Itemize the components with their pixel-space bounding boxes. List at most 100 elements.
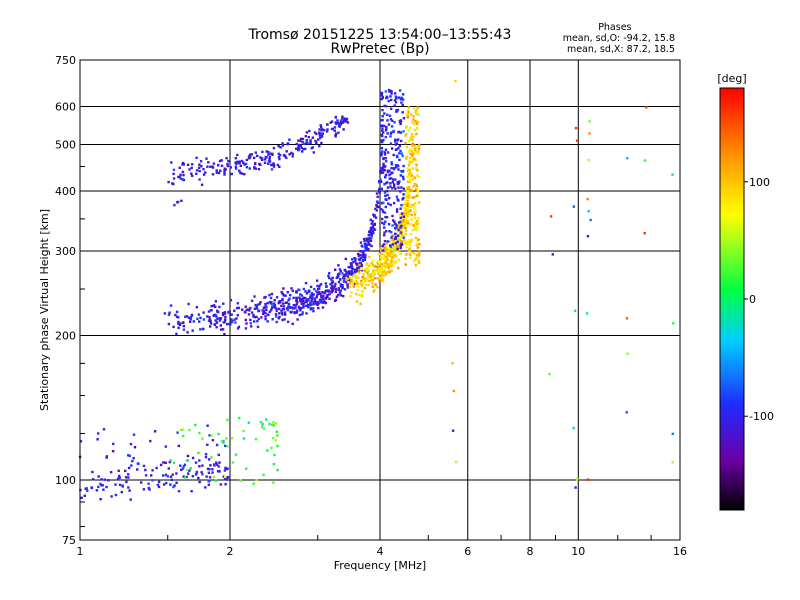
data-point <box>264 317 267 321</box>
data-point <box>384 182 388 185</box>
data-point <box>297 139 300 142</box>
data-point <box>202 318 206 321</box>
data-point <box>144 468 147 472</box>
data-point <box>381 209 385 212</box>
data-point <box>271 318 274 321</box>
data-point <box>358 262 361 265</box>
data-point <box>236 327 240 330</box>
data-point <box>390 260 393 264</box>
data-point <box>322 298 325 301</box>
data-point <box>274 422 277 425</box>
data-point <box>384 220 387 223</box>
data-point <box>386 193 389 197</box>
data-point <box>386 240 389 243</box>
data-point <box>333 129 336 132</box>
data-point <box>387 202 390 205</box>
data-point <box>124 469 127 473</box>
data-point <box>401 154 404 158</box>
data-point <box>417 259 421 262</box>
data-point <box>398 213 402 217</box>
data-point <box>287 299 290 302</box>
data-point <box>182 163 185 166</box>
data-point <box>205 475 208 478</box>
data-point <box>379 170 382 173</box>
data-point <box>364 277 367 280</box>
data-point <box>315 132 318 136</box>
data-point <box>411 154 414 157</box>
data-point <box>208 434 211 437</box>
data-point <box>254 151 257 154</box>
data-point <box>389 185 392 188</box>
data-point <box>302 306 305 309</box>
data-point <box>393 245 396 249</box>
data-point <box>310 291 313 295</box>
data-point <box>198 178 201 181</box>
stats-o-mode: mean, sd,O: -94.2, 15.8 <box>562 33 675 44</box>
data-point <box>282 305 286 308</box>
data-point <box>102 488 105 491</box>
data-point <box>405 252 409 256</box>
data-point <box>382 210 385 214</box>
data-point <box>393 253 396 256</box>
data-point <box>380 266 383 269</box>
data-point <box>299 309 302 312</box>
data-point <box>390 247 394 250</box>
data-point <box>387 169 390 172</box>
data-point <box>305 312 308 315</box>
data-point <box>626 352 629 355</box>
data-point <box>172 177 176 180</box>
data-point <box>368 255 371 259</box>
data-point <box>235 306 239 310</box>
data-point <box>363 239 366 243</box>
data-point <box>365 248 368 252</box>
data-point <box>414 221 417 225</box>
data-point <box>413 216 416 219</box>
scatter-points <box>78 79 675 501</box>
data-point <box>340 119 343 122</box>
data-point <box>414 152 417 155</box>
data-point <box>416 120 420 124</box>
data-point <box>393 249 397 252</box>
data-point <box>409 223 412 227</box>
data-point <box>395 96 398 99</box>
data-point <box>207 458 211 461</box>
data-point <box>201 473 204 476</box>
data-point <box>387 249 390 253</box>
data-point <box>451 362 454 365</box>
y-tick-label: 100 <box>55 474 76 487</box>
data-point <box>416 126 419 129</box>
data-point <box>406 219 409 223</box>
data-point <box>391 119 394 122</box>
data-point <box>386 262 389 266</box>
data-point <box>402 164 405 168</box>
data-point <box>299 137 303 141</box>
data-point <box>360 290 364 293</box>
data-point <box>396 155 399 159</box>
data-point <box>381 273 384 277</box>
data-point <box>211 439 215 442</box>
data-point <box>334 133 337 137</box>
data-point <box>292 307 295 310</box>
data-point <box>299 307 302 310</box>
data-point <box>360 279 363 283</box>
data-point <box>391 234 394 237</box>
data-point <box>190 490 193 493</box>
data-point <box>111 450 115 453</box>
data-point <box>415 228 418 232</box>
data-point <box>408 148 412 151</box>
data-point <box>221 328 225 331</box>
data-point <box>383 226 386 229</box>
data-point <box>223 332 226 336</box>
data-point <box>384 135 387 139</box>
data-point <box>302 299 305 303</box>
data-point <box>290 287 293 290</box>
data-point <box>278 165 281 168</box>
data-point <box>309 307 313 310</box>
data-point <box>391 171 394 174</box>
data-point <box>197 313 201 316</box>
data-point <box>368 230 371 233</box>
data-point <box>272 305 275 308</box>
data-point <box>291 322 294 326</box>
data-point <box>255 307 259 310</box>
data-point <box>389 135 392 138</box>
